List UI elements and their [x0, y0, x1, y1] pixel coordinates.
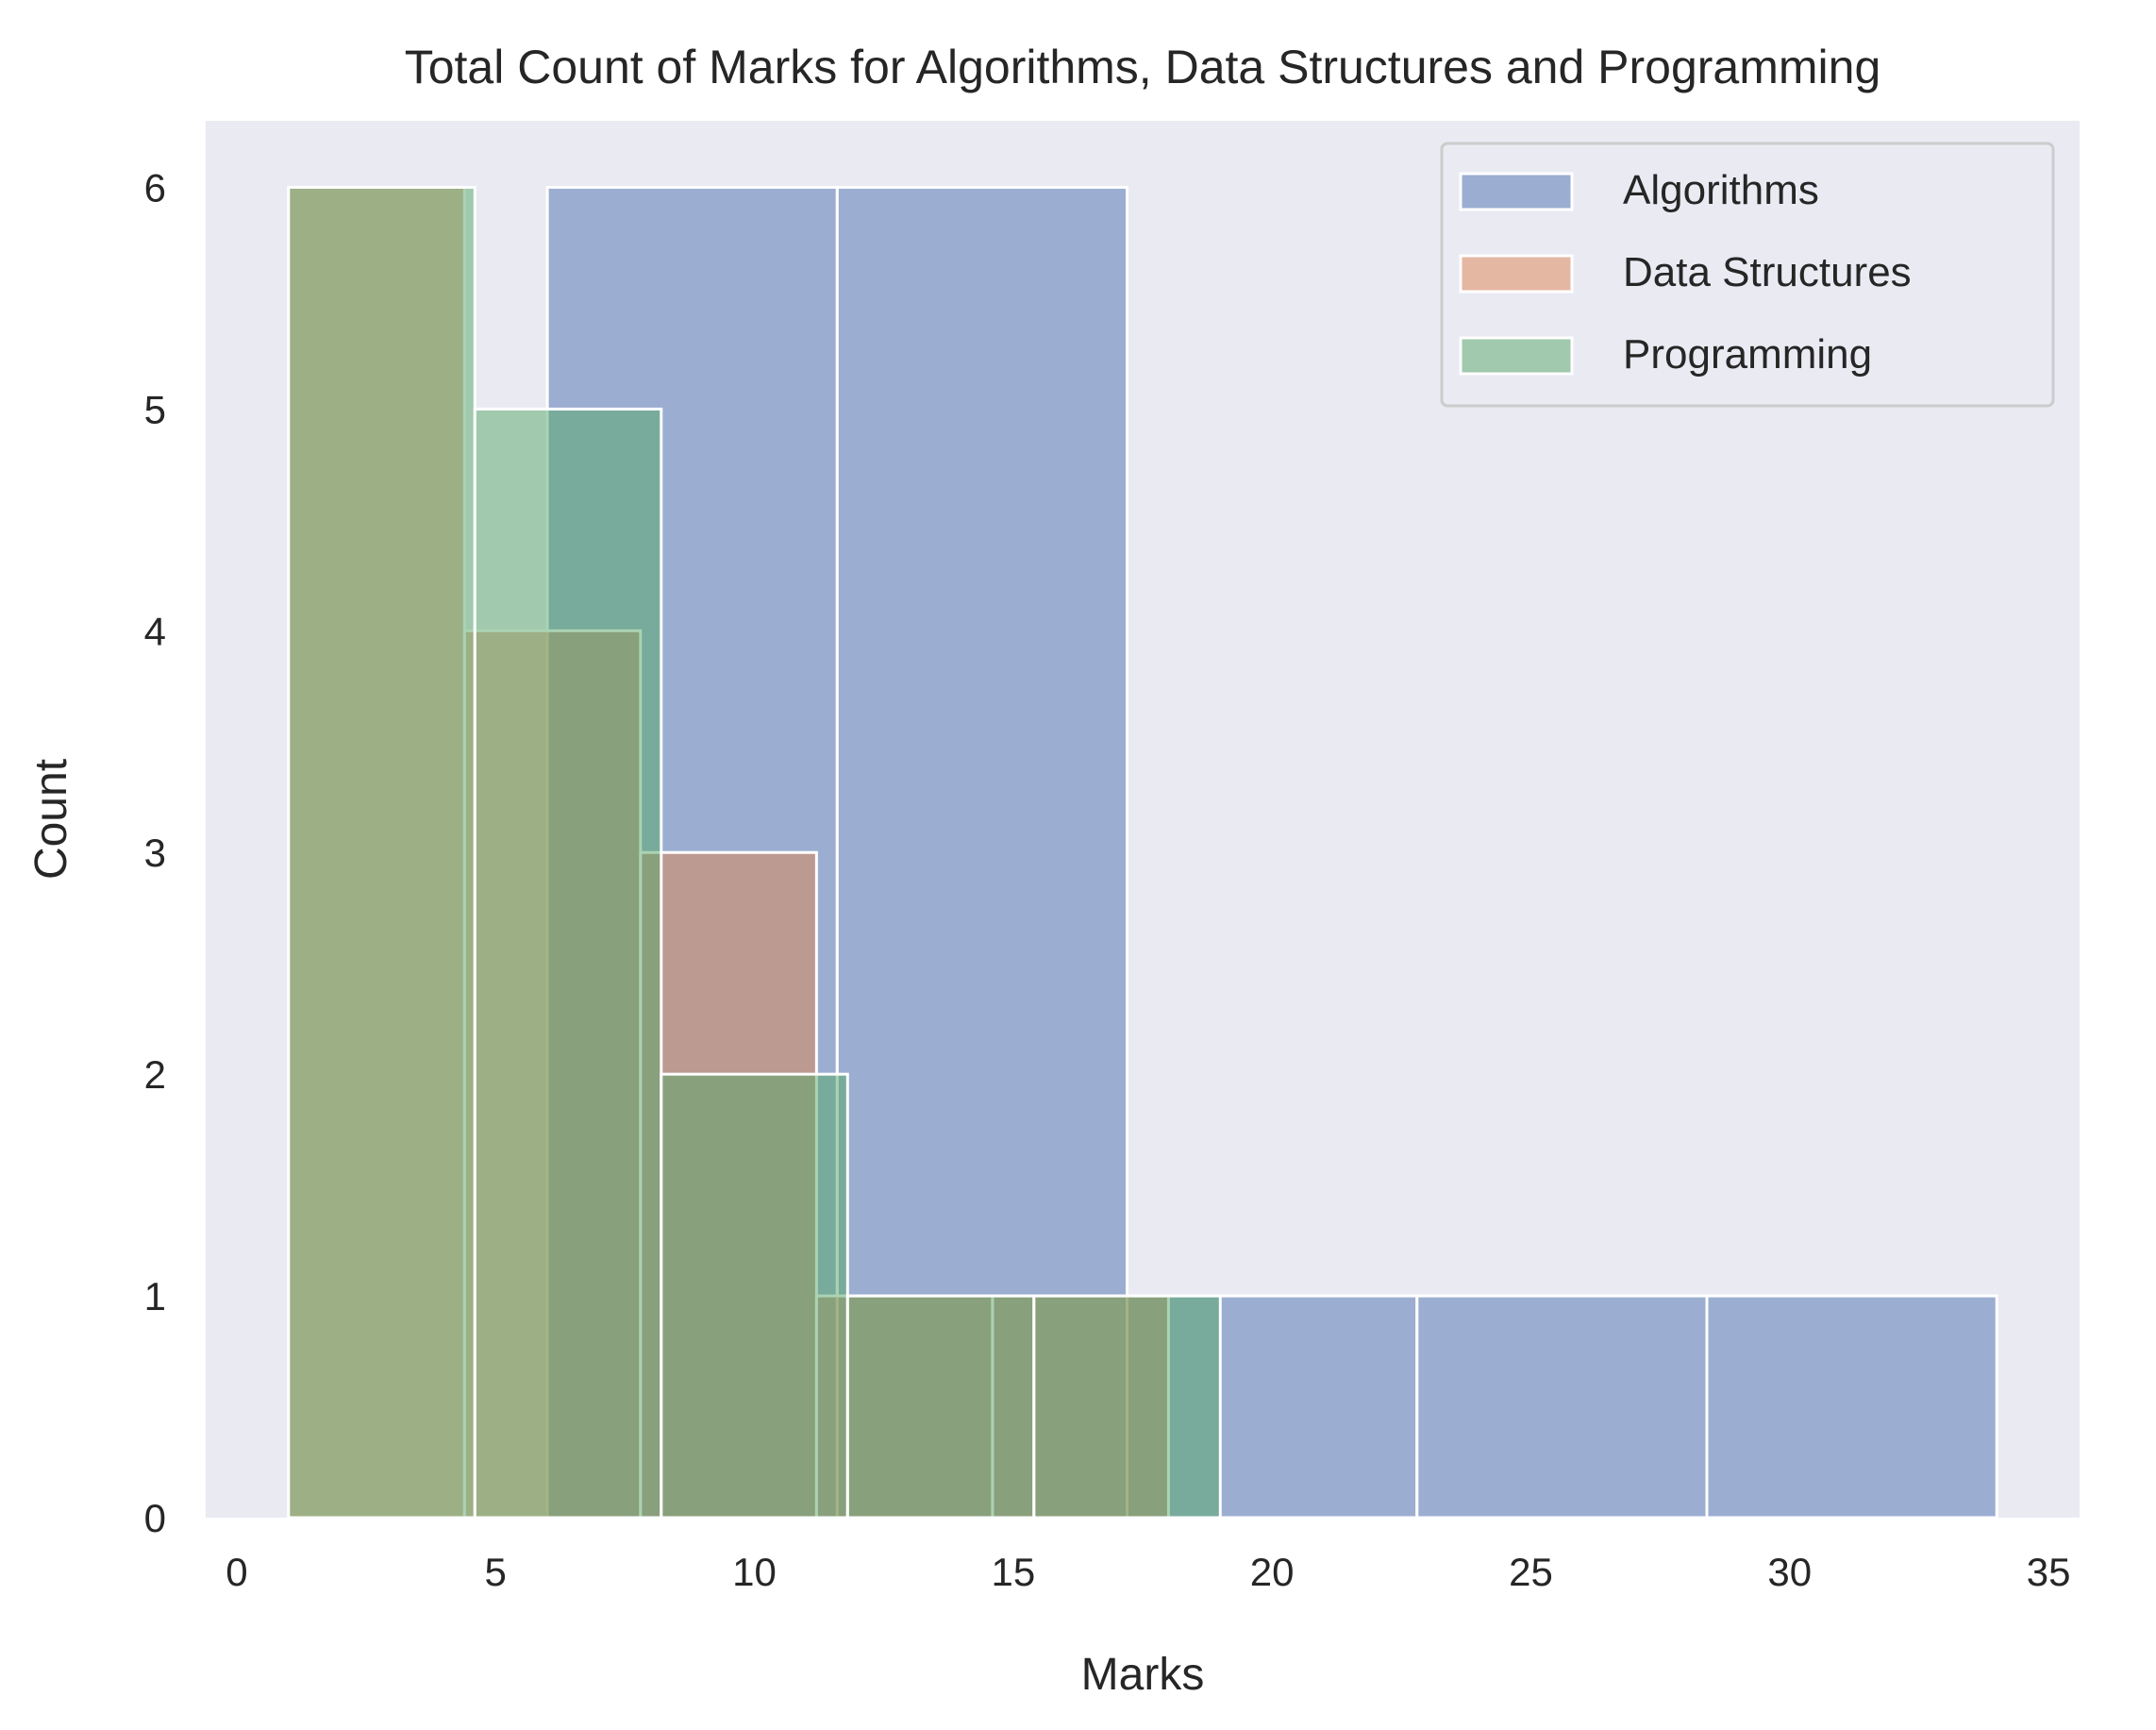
- x-tick-label: 25: [1509, 1550, 1553, 1594]
- y-tick-label: 2: [144, 1052, 166, 1097]
- x-tick-label: 35: [2027, 1550, 2071, 1594]
- bar-programming-3: [845, 1294, 1036, 1520]
- legend-label-programming: Programming: [1623, 331, 1872, 378]
- legend-label-algorithms: Algorithms: [1623, 167, 1819, 213]
- chart-title: Total Count of Marks for Algorithms, Dat…: [405, 41, 1881, 93]
- bar-programming-4: [1032, 1294, 1222, 1520]
- bar-algorithms-4: [1705, 1294, 1998, 1520]
- x-tick-label: 15: [991, 1550, 1035, 1594]
- bar-programming-2: [660, 1072, 849, 1520]
- y-tick-label: 4: [144, 609, 166, 653]
- y-tick-label: 1: [144, 1274, 166, 1318]
- y-tick-label: 5: [144, 387, 166, 431]
- bar-programming-1: [473, 407, 663, 1520]
- y-tick-label: 3: [144, 831, 166, 875]
- x-tick-label: 0: [226, 1550, 247, 1594]
- y-tick-label: 6: [144, 165, 166, 210]
- legend-swatch-data-structures: [1459, 254, 1574, 294]
- legend: Algorithms Data Structures Programming: [1440, 142, 2055, 408]
- y-axis-ticks: 0 1 2 3 4 5 6: [144, 165, 166, 1540]
- bar-programming-0: [287, 185, 476, 1520]
- bar-algorithms-3: [1415, 1294, 1709, 1520]
- x-tick-label: 10: [732, 1550, 777, 1594]
- x-axis-label: Marks: [1081, 1650, 1205, 1700]
- legend-frame: [1440, 142, 2055, 408]
- bars-layer: [287, 185, 1998, 1520]
- y-axis-label: Count: [26, 759, 76, 880]
- x-axis-ticks: 0 5 10 15 20 25 30 35: [226, 1550, 2070, 1594]
- x-tick-label: 5: [485, 1550, 507, 1594]
- y-tick-label: 0: [144, 1496, 166, 1540]
- x-tick-label: 20: [1250, 1550, 1295, 1594]
- legend-swatch-programming: [1459, 336, 1574, 376]
- legend-swatch-algorithms: [1459, 172, 1574, 211]
- x-tick-label: 30: [1767, 1550, 1812, 1594]
- legend-label-data-structures: Data Structures: [1623, 249, 1912, 295]
